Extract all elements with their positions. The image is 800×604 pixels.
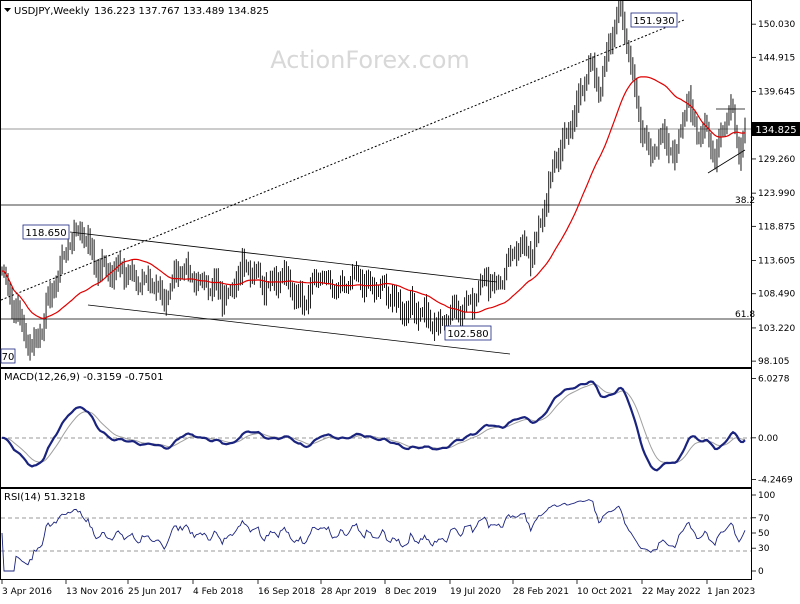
price-tick-label: 144.915 <box>758 53 795 63</box>
price-tick-label: 103.220 <box>758 324 795 334</box>
trendlines <box>1 19 746 355</box>
macd-tick-label: 0.00 <box>758 434 778 444</box>
ohlc-label: 136.223 137.767 133.489 134.825 <box>94 6 269 17</box>
price-bars <box>1 1 746 361</box>
top-left-label: 118.650 <box>25 228 66 239</box>
date-tick-label: 8 Dec 2019 <box>385 587 437 597</box>
date-tick-label: 28 Apr 2019 <box>321 587 377 597</box>
price-tick-label: 118.875 <box>758 222 795 232</box>
macd-main-line <box>1 380 746 472</box>
left-cut-label: 70 <box>2 352 15 363</box>
current-price-label: 134.825 <box>755 125 796 136</box>
macd-panel <box>0 368 752 488</box>
channel-lower-line <box>87 304 511 355</box>
price-tick-label: 108.490 <box>758 290 795 300</box>
rsi-title: RSI(14) 51.3218 <box>4 492 85 503</box>
moving-average-line <box>1 76 746 320</box>
date-tick-label: 10 Oct 2021 <box>577 587 633 597</box>
top-left-label-box <box>22 224 70 240</box>
rsi-tick-label: 70 <box>758 514 770 524</box>
rsi-y-axis: 100 70 50 30 0 <box>751 491 775 577</box>
reference-lines <box>1 128 751 320</box>
date-tick-label: 28 Feb 2021 <box>513 587 569 597</box>
date-x-axis: 3 Apr 2016 13 Nov 2016 25 Jun 2017 4 Feb 20… <box>1 580 755 597</box>
date-tick-label: 1 Jan 2023 <box>707 587 755 597</box>
current-price-box <box>752 122 800 136</box>
rsi-panel <box>0 488 752 580</box>
fib-618-label: 61.8 <box>735 310 755 320</box>
price-tick-label: 150.030 <box>758 20 795 30</box>
low-label-box <box>444 325 492 341</box>
price-panel <box>0 0 752 368</box>
date-tick-label: 19 Jul 2020 <box>450 587 501 597</box>
price-tick-label: 129.260 <box>758 155 795 165</box>
date-tick-label: 22 May 2022 <box>642 587 701 597</box>
date-tick-label: 25 Jun 2017 <box>128 587 182 597</box>
macd-signal-line <box>2 383 746 464</box>
price-tick-label: 113.605 <box>758 257 795 267</box>
dotted-trendline <box>1 19 685 301</box>
collapse-triangle-icon[interactable] <box>4 8 11 12</box>
macd-indicator: MACD(12,26,9) -0.3159 -0.7501 <box>1 372 751 472</box>
date-tick-label: 3 Apr 2016 <box>2 587 52 597</box>
rsi-tick-label: 50 <box>758 529 770 539</box>
rsi-indicator: RSI(14) 51.3218 <box>1 492 751 572</box>
date-tick-label: 16 Sep 2018 <box>258 587 315 597</box>
rsi-tick-label: 100 <box>758 491 775 501</box>
left-cut-label-box <box>0 348 16 364</box>
channel-upper-line <box>69 231 498 283</box>
rsi-tick-label: 30 <box>758 544 770 554</box>
rsi-tick-label: 0 <box>758 567 764 577</box>
date-tick-label: 4 Feb 2018 <box>193 587 244 597</box>
peak-label: 151.930 <box>633 16 674 27</box>
price-y-axis: 150.030 144.915 139.645 129.260 123.990 118.8… <box>751 20 795 367</box>
macd-y-axis: 6.0278 0.00 -4.2469 <box>751 375 793 486</box>
annotations: 151.930 118.650 102.580 70 38.2 61.8 134… <box>0 12 800 364</box>
rsi-line <box>1 499 746 572</box>
header: USDJPY,Weekly 136.223 137.767 133.489 13… <box>4 6 269 17</box>
price-tick-label: 98.105 <box>758 357 790 367</box>
macd-tick-label: -4.2469 <box>758 476 793 486</box>
macd-tick-label: 6.0278 <box>758 375 790 385</box>
peak-label-box <box>630 12 678 28</box>
price-tick-label: 123.990 <box>758 189 795 199</box>
low-label: 102.580 <box>447 329 488 340</box>
watermark: ActionForex.com <box>270 46 470 74</box>
fib-382-label: 38.2 <box>735 196 755 206</box>
date-tick-label: 13 Nov 2016 <box>66 587 124 597</box>
symbol-label: USDJPY,Weekly <box>14 6 90 17</box>
macd-title: MACD(12,26,9) -0.3159 -0.7501 <box>4 372 164 383</box>
price-tick-label: 139.645 <box>758 88 795 98</box>
